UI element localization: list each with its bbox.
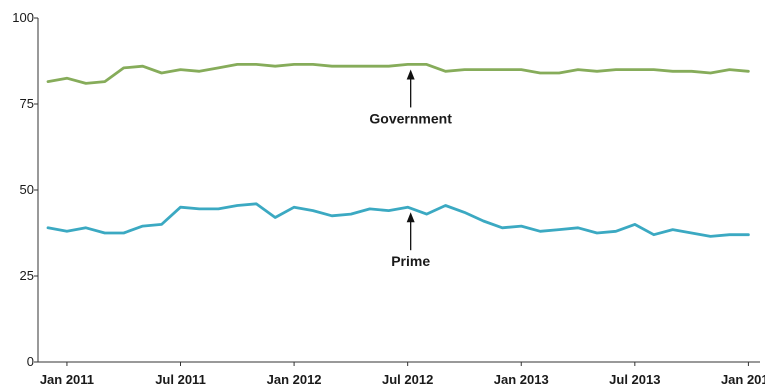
x-tick-label: Jul 2012 xyxy=(382,372,433,387)
y-tick-label: 50 xyxy=(20,182,34,197)
y-tick-label: 100 xyxy=(12,10,34,25)
annotation-layer: Government Prime xyxy=(369,69,452,269)
series-line-prime xyxy=(46,202,750,238)
x-tick-label: Jan 2011 xyxy=(40,372,94,387)
series-line-government xyxy=(46,63,750,85)
y-tick-label: 0 xyxy=(27,354,34,369)
annotation-arrow-head xyxy=(406,212,415,223)
x-tick-label: Jan 2012 xyxy=(267,372,322,387)
x-tick-label: Jan 2013 xyxy=(494,372,549,387)
x-tick-label: Jan 2014 xyxy=(721,372,765,387)
y-tick-label: 25 xyxy=(20,268,34,283)
annotation-label-government: Government xyxy=(369,110,452,126)
x-tick-label: Jul 2011 xyxy=(155,372,206,387)
annotation-label-prime: Prime xyxy=(391,253,430,269)
series-layer xyxy=(46,63,750,238)
axes: 0 25 50 75 100 Jan 2011 Jul 2011 Jan 2012 Jul 20… xyxy=(12,10,765,387)
x-tick-label: Jul 2013 xyxy=(609,372,660,387)
annotation-arrow-head xyxy=(406,69,415,80)
y-tick-label: 75 xyxy=(20,96,34,111)
